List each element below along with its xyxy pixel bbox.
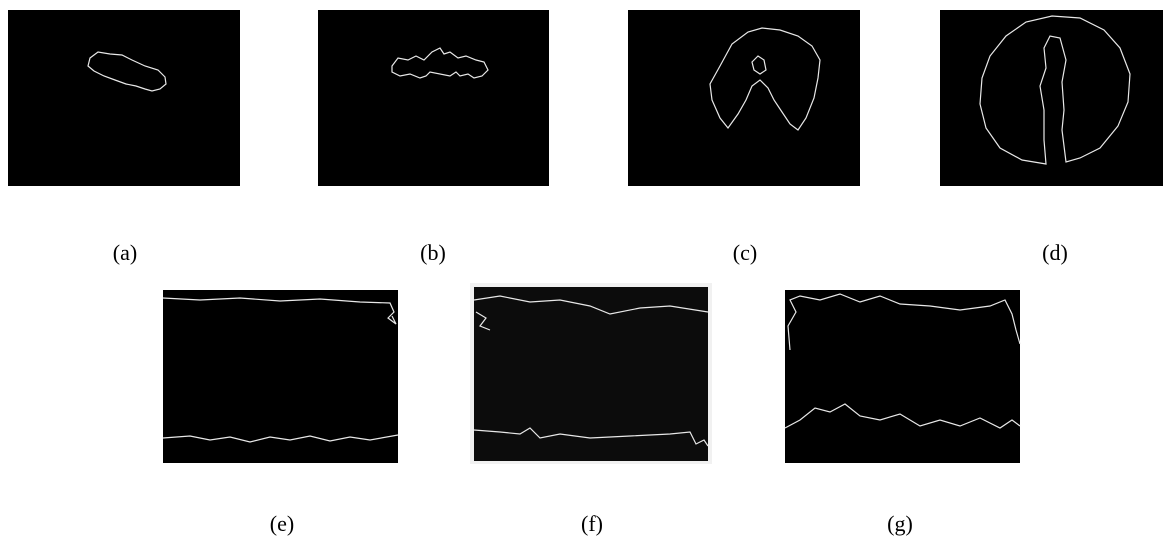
- panel-image: [318, 10, 549, 186]
- panel-image: [628, 10, 860, 186]
- panel-label: (d): [1042, 240, 1068, 265]
- panel-image: [940, 10, 1163, 186]
- panel-label: (g): [887, 511, 913, 536]
- panel-label: (f): [581, 511, 603, 536]
- panel-label: (e): [270, 511, 294, 536]
- panel-image: [470, 283, 712, 464]
- panel-label: (a): [113, 240, 137, 265]
- panel-image: [8, 10, 240, 186]
- panel-label: (b): [420, 240, 446, 265]
- panel-label: (c): [733, 240, 757, 265]
- panel-image: [162, 290, 399, 463]
- panel-image: [784, 290, 1021, 463]
